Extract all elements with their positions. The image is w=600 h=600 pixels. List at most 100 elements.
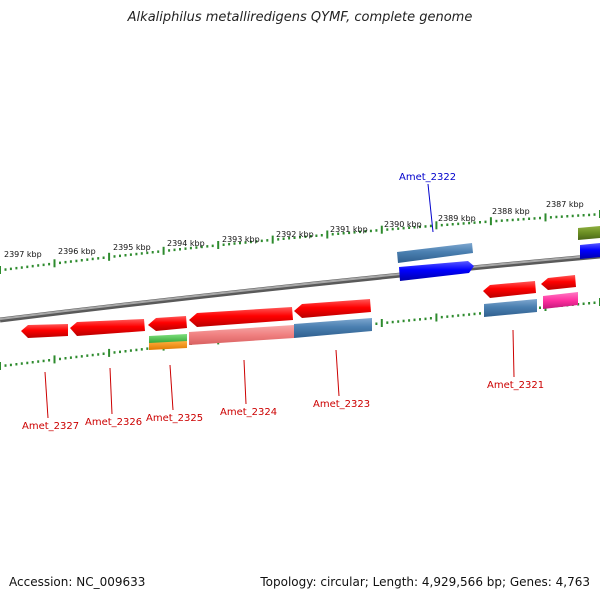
accession-text: Accession: NC_009633 (9, 575, 146, 589)
scale-tick-major (380, 225, 383, 234)
scale-tick-major (162, 246, 165, 255)
scale-tick-major (108, 252, 111, 261)
gene-label-amet-2326[interactable]: Amet_2326 (85, 417, 142, 428)
scale-tick-major (544, 213, 547, 222)
scale-tick-minor (429, 317, 432, 320)
scale-tick-minor (4, 364, 7, 367)
scale-tick-minor (337, 232, 340, 235)
scale-tick-minor (391, 320, 394, 324)
scale-tick-minor (533, 217, 536, 220)
scale-tick-minor (151, 251, 154, 254)
scale-tick-minor (397, 320, 400, 323)
scale-labels: 2397 kbp 2396 kbp 2395 kbp 2394 kbp 2393… (4, 200, 584, 259)
reverse-features (21, 275, 578, 350)
gene-feature-amet-2323-steel[interactable] (294, 318, 372, 338)
scale-tick-minor (228, 242, 231, 246)
scale-tick-minor (260, 239, 263, 243)
scale-tick-minor (309, 235, 312, 238)
scale-tick-minor (59, 357, 61, 361)
scale-tick-minor (26, 265, 29, 269)
scale-tick-minor (69, 356, 72, 359)
gene-feature-amet-2322[interactable] (399, 261, 474, 281)
scale-tick-minor (135, 348, 138, 352)
scale-tick-minor (517, 218, 520, 221)
scale-tick-minor (315, 234, 318, 237)
scale-tick-minor (37, 360, 40, 363)
scale-tick-major (0, 362, 1, 370)
scale-tick-minor (173, 248, 176, 252)
gene-feature-olive[interactable] (578, 226, 600, 240)
scale-tick-minor (457, 314, 460, 317)
gene-feature-amet-2326[interactable] (70, 319, 145, 336)
gene-feature-amet-2323[interactable] (294, 299, 371, 318)
scale-tick-minor (479, 312, 481, 315)
gene-feature-amet-2325-orange[interactable] (149, 341, 187, 350)
scale-label: 2392 kbp (276, 230, 314, 239)
gene-label-amet-2323[interactable]: Amet_2323 (313, 399, 370, 410)
scale-tick-minor (97, 353, 100, 356)
scale-tick-minor (59, 261, 61, 265)
scale-tick-minor (424, 317, 427, 321)
scale-tick-minor (184, 247, 187, 250)
scale-tick-minor (560, 215, 563, 218)
gene-feature-magenta[interactable] (543, 292, 578, 309)
scale-tick-minor (91, 257, 94, 261)
genome-summary-text: Topology: circular; Length: 4,929,566 bp… (260, 575, 590, 589)
scale-tick-minor (168, 249, 171, 252)
scale-tick-minor (48, 262, 51, 266)
scale-tick-minor (375, 322, 378, 325)
scale-tick-minor (97, 257, 100, 260)
gene-feature-amet-2321[interactable] (483, 281, 536, 298)
gene-feature-amet-2325[interactable] (148, 316, 187, 331)
gene-label-amet-2325[interactable]: Amet_2325 (146, 413, 203, 424)
scale-tick-minor (353, 231, 356, 234)
scale-tick-minor (239, 241, 241, 245)
scale-label: 2396 kbp (58, 247, 96, 256)
scale-tick-minor (119, 350, 121, 354)
gene-feature-blue-right[interactable] (580, 243, 600, 259)
gene-feature-amet-2322-steel[interactable] (397, 243, 473, 263)
scale-tick-minor (31, 361, 34, 364)
gene-label-amet-2324[interactable]: Amet_2324 (220, 407, 277, 418)
gene-label-amet-2321[interactable]: Amet_2321 (487, 380, 544, 391)
scale-tick-minor (555, 215, 558, 219)
scale-tick-minor (129, 349, 132, 352)
scale-tick-minor (9, 267, 12, 271)
gene-feature-amet-2321-steel[interactable] (484, 299, 537, 317)
scale-tick-major (489, 217, 492, 226)
gene-feature-amet-2327[interactable] (21, 324, 68, 338)
scale-tick-minor (113, 351, 116, 354)
scale-tick-major (271, 235, 274, 244)
scale-tick-minor (582, 302, 585, 305)
gene-feature-red-right[interactable] (541, 275, 576, 290)
scale-tick-minor (440, 223, 443, 227)
upper-scale-ticks (0, 210, 600, 274)
scale-tick-minor (320, 234, 323, 237)
scale-tick-minor (135, 252, 138, 256)
scale-tick-minor (446, 223, 449, 226)
scale-tick-minor (408, 226, 411, 229)
scale-tick-minor (479, 221, 481, 224)
scale-tick-minor (522, 217, 525, 221)
scale-tick-minor (20, 266, 23, 269)
scale-tick-minor (75, 259, 78, 263)
gene-label-amet-2327[interactable]: Amet_2327 (22, 421, 79, 432)
scale-label: 2395 kbp (113, 243, 151, 252)
scale-tick-minor (528, 217, 531, 220)
scale-tick-major (0, 266, 1, 274)
scale-tick-major (53, 355, 56, 364)
gene-feature-amet-2324[interactable] (189, 307, 293, 327)
scale-tick-minor (413, 318, 416, 322)
scale-tick-major (380, 319, 383, 327)
scale-tick-minor (451, 223, 454, 226)
gene-label-amet-2322[interactable]: Amet_2322 (399, 172, 456, 183)
scale-tick-minor (577, 303, 580, 306)
scale-tick-minor (64, 357, 67, 360)
scale-tick-minor (20, 362, 23, 365)
gene-feature-amet-2324-pink[interactable] (189, 325, 294, 345)
scale-label: 2387 kbp (546, 200, 584, 209)
scale-tick-minor (86, 354, 89, 357)
scale-tick-minor (4, 268, 7, 271)
scale-tick-minor (157, 250, 160, 253)
scale-label: 2390 kbp (384, 220, 422, 229)
